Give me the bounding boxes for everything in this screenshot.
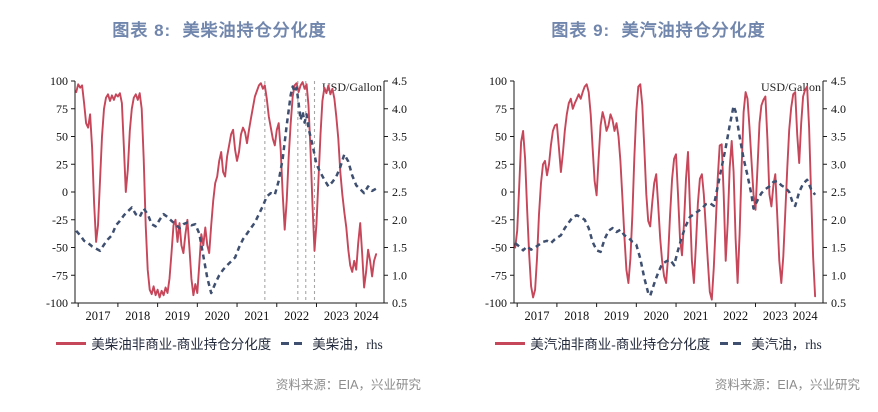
figure-8-source-note: 资料来源：EIA，兴业研究 xyxy=(275,378,421,392)
x-axis-tick-label: 2017 xyxy=(86,309,111,323)
y-axis-right-tick-label: 4.5 xyxy=(831,74,846,88)
legend-item-divergence: 美柴油非商业-商业持仓分化度 xyxy=(56,333,271,353)
y-axis-right-tick-label: 2.0 xyxy=(831,213,846,227)
x-axis-tick-label: 2022 xyxy=(723,309,748,323)
y-axis-right-tick-label: 4.0 xyxy=(831,102,846,116)
y-axis-right-tick-label: 4.0 xyxy=(392,102,407,116)
legend-label-divergence: 美汽油非商业-商业持仓分化度 xyxy=(530,337,711,352)
y-axis-right-tick-label: 2.5 xyxy=(392,185,407,199)
y-axis-left-tick-label: 0 xyxy=(501,185,507,199)
y-axis-right-tick-label: 3.0 xyxy=(831,157,846,171)
figure-9-source-note: 资料来源：EIA，兴业研究 xyxy=(714,378,860,392)
legend-item-divergence: 美汽油非商业-商业持仓分化度 xyxy=(495,333,710,353)
x-axis-tick-label: 2017 xyxy=(525,309,550,323)
figure-9-legend: 美汽油非商业-商业持仓分化度 美汽油，rhs xyxy=(439,333,878,353)
x-axis-tick-label: 2023 xyxy=(324,309,349,323)
x-axis-tick-label: 2024 xyxy=(793,309,819,323)
x-axis-tick-label: 2020 xyxy=(205,309,230,323)
y-axis-left-tick-label: 75 xyxy=(56,102,68,116)
x-axis-tick-label: 2018 xyxy=(564,309,589,323)
y-axis-left-tick-label: 25 xyxy=(495,157,507,171)
unit-label: USD/Gallon xyxy=(322,80,382,94)
x-axis-tick-label: 2019 xyxy=(165,309,190,323)
y-axis-right-tick-label: 0.5 xyxy=(831,296,846,310)
figure-8-panel: 图表 8: 美柴油持仓分化度 -100 -75 -50 -25 0 25 50 75 100 0.… xyxy=(0,21,439,392)
x-axis-tick-label: 2024 xyxy=(354,309,380,323)
unit-label: USD/Gallon xyxy=(761,80,821,94)
y-axis-left-tick-label: 0 xyxy=(62,185,68,199)
x-axis-tick-label: 2021 xyxy=(683,309,708,323)
y-axis-left-tick-label: -75 xyxy=(52,268,68,282)
y-axis-right-tick-label: 3.5 xyxy=(392,130,407,144)
figure-9-chart-canvas: -100 -75 -50 -25 0 25 50 75 100 0.5 1.0 1.5 2.0 2.5 3.… xyxy=(485,74,846,323)
y-axis-left-tick-label: 50 xyxy=(495,130,507,144)
figure-9-title: 图表 9: 美汽油持仓分化度 xyxy=(551,21,766,40)
figure-9-panel: 图表 9: 美汽油持仓分化度 -100 -75 -50 -25 0 25 50 75 100 0.… xyxy=(439,0,878,412)
x-axis-tick-label: 2018 xyxy=(125,309,150,323)
figure-8-title: 图表 8: 美柴油持仓分化度 xyxy=(112,21,327,40)
x-axis-tick-label: 2023 xyxy=(763,309,788,323)
y-axis-right-tick-label: 2.5 xyxy=(831,185,846,199)
y-axis-left-tick-label: -25 xyxy=(491,213,507,227)
y-axis-left-tick-label: -75 xyxy=(491,268,507,282)
x-axis-tick-label: 2022 xyxy=(284,309,309,323)
y-axis-left-tick-label: -100 xyxy=(485,296,507,310)
y-axis-right-tick-label: 1.0 xyxy=(831,268,846,282)
y-axis-left-tick-label: 50 xyxy=(56,130,68,144)
y-axis-left-tick-label: 25 xyxy=(56,157,68,171)
figure-8-chart-canvas: -100 -75 -50 -25 0 25 50 75 100 0.5 1.0 1.5 2.0 2.5 3.… xyxy=(46,74,407,323)
solid-line-swatch-icon xyxy=(495,341,526,345)
y-axis-left-tick-label: -25 xyxy=(52,213,68,227)
legend-label-price: 美柴油，rhs xyxy=(312,337,383,352)
x-axis-tick-label: 2021 xyxy=(244,309,269,323)
x-axis-tick-label: 2020 xyxy=(644,309,669,323)
y-axis-right-tick-label: 2.0 xyxy=(392,213,407,227)
x-axis-tick-label: 2019 xyxy=(604,309,629,323)
divergence-line xyxy=(75,81,378,299)
y-axis-right-tick-label: 1.5 xyxy=(831,241,846,255)
dashed-line-swatch-icon xyxy=(281,341,308,345)
y-axis-left-tick-label: -50 xyxy=(491,241,507,255)
solid-line-swatch-icon xyxy=(56,341,87,345)
price-line xyxy=(75,85,377,295)
price-line xyxy=(514,104,817,298)
legend-item-price: 美柴油，rhs xyxy=(281,333,383,353)
legend-label-divergence: 美柴油非商业-商业持仓分化度 xyxy=(91,337,272,352)
y-axis-left-tick-label: 100 xyxy=(50,74,68,88)
y-axis-right-tick-label: 1.5 xyxy=(392,241,407,255)
y-axis-left-tick-label: 100 xyxy=(489,74,507,88)
y-axis-left-tick-label: 75 xyxy=(495,102,507,116)
dashed-line-swatch-icon xyxy=(720,341,747,345)
y-axis-right-tick-label: 0.5 xyxy=(392,296,407,310)
legend-label-price: 美汽油，rhs xyxy=(751,337,822,352)
y-axis-right-tick-label: 3.0 xyxy=(392,157,407,171)
legend-item-price: 美汽油，rhs xyxy=(720,333,822,353)
y-axis-right-tick-label: 1.0 xyxy=(392,268,407,282)
divergence-line xyxy=(514,83,817,301)
y-axis-right-tick-label: 3.5 xyxy=(831,130,846,144)
y-axis-right-tick-label: 4.5 xyxy=(392,74,407,88)
figure-8-legend: 美柴油非商业-商业持仓分化度 美柴油，rhs xyxy=(0,333,439,353)
y-axis-left-tick-label: -100 xyxy=(46,296,68,310)
y-axis-left-tick-label: -50 xyxy=(52,241,68,255)
